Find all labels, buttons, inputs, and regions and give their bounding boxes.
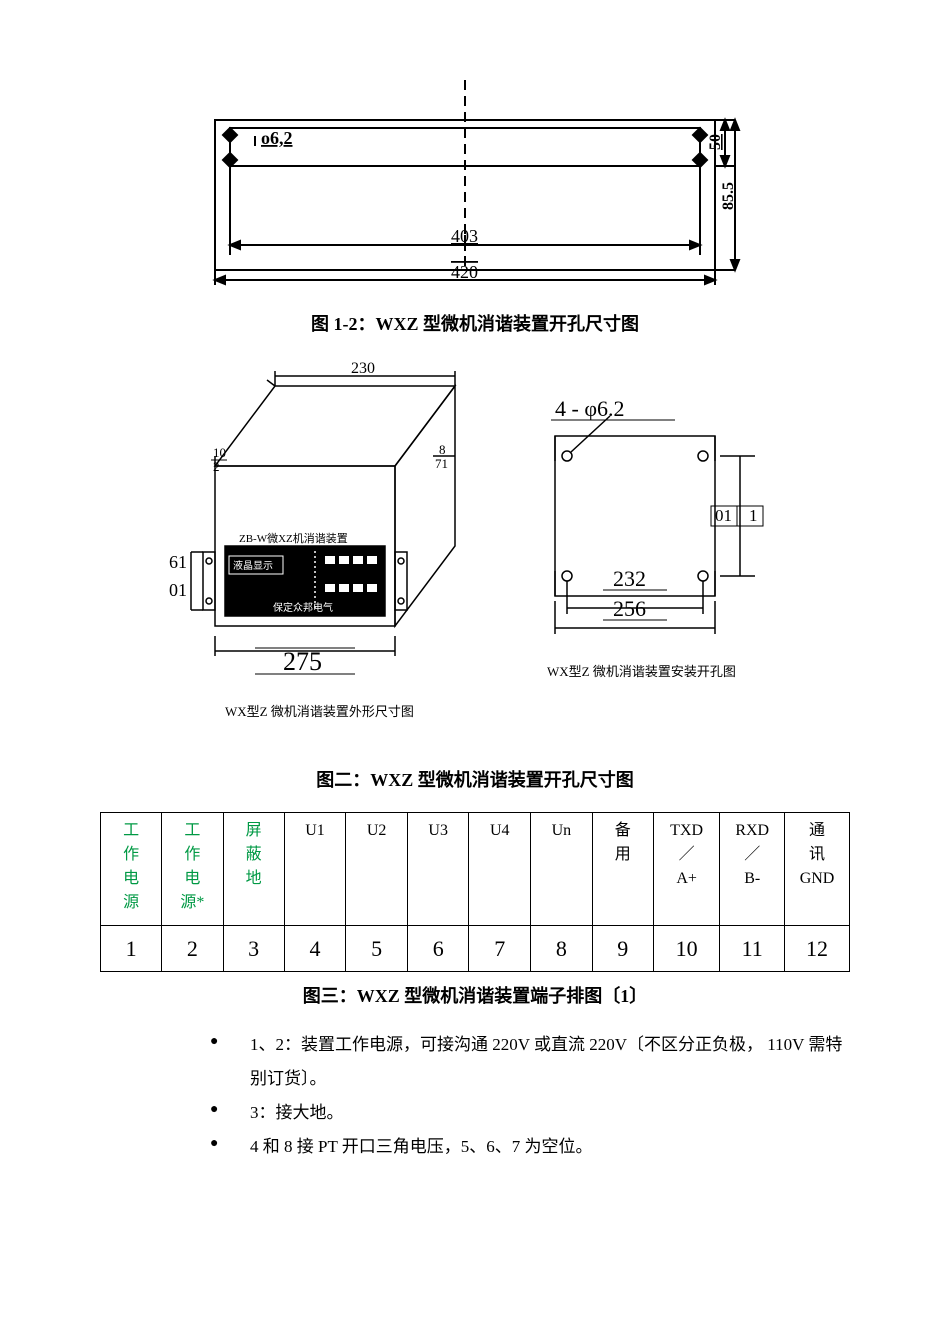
bullet-item: ●4 和 8 接 PT 开口三角电压，5、6、7 为空位。 <box>210 1130 850 1164</box>
terminal-label: 屏蔽地 <box>223 813 284 926</box>
terminal-table: 工作电源工作电源*屏蔽地U1U2U3U4Un备用TXD／A+RXD／B-通讯GN… <box>100 812 850 972</box>
fig2-ratio-num: 10 <box>213 445 226 460</box>
bullet-text: 3：接大地。 <box>250 1096 850 1130</box>
fig2-right-caption: WX型Z 微机消谐装置安装开孔图 <box>547 664 736 679</box>
terminal-num: 11 <box>720 926 785 972</box>
terminal-label: TXD／A+ <box>653 813 719 926</box>
bullet-icon: ● <box>210 1028 250 1056</box>
fig2-panel-lcd: 液晶显示 <box>233 559 273 572</box>
fig2-h-top: 61 <box>169 552 187 572</box>
fig2-mid-num: 8 <box>439 442 446 457</box>
bullet-icon: ● <box>210 1096 250 1124</box>
fig2-right-h2: 1 <box>749 506 758 525</box>
fig2-panel-brand: 保定众邦电气 <box>273 601 333 614</box>
bullet-list: ●1、2：装置工作电源，可接沟通 220V 或直流 220V〔不区分正负极， 1… <box>210 1028 850 1164</box>
figure-1-caption: 图 1-2：WXZ 型微机消谐装置开孔尺寸图 <box>100 310 850 336</box>
terminal-num: 1 <box>101 926 162 972</box>
fig1-inner-w: 403 <box>451 226 478 246</box>
bullet-item: ●3：接大地。 <box>210 1096 850 1130</box>
terminal-label: 工作电源* <box>162 813 223 926</box>
bullet-item: ●1、2：装置工作电源，可接沟通 220V 或直流 220V〔不区分正负极， 1… <box>210 1028 850 1096</box>
terminal-label: Un <box>531 813 593 926</box>
terminal-label: 通讯GND <box>785 813 850 926</box>
terminal-num: 9 <box>592 926 653 972</box>
fig2-mid-den: 71 <box>435 456 448 471</box>
terminal-num: 7 <box>469 926 531 972</box>
fig2-inner-w: 232 <box>613 566 646 591</box>
bullet-icon: ● <box>210 1130 250 1158</box>
fig1-hole-label: o6,2 <box>261 128 293 148</box>
fig1-gap: 50 <box>707 134 724 150</box>
fig1-outer-w: 420 <box>451 262 478 282</box>
fig2-outer-w: 256 <box>613 596 646 621</box>
figure-2-svg: 230 10 2 8 71 ZB-W微XZ机消谐装置 液晶显示 保定众邦电气 6… <box>155 356 795 756</box>
terminal-num: 3 <box>223 926 284 972</box>
fig2-left-caption: WX型Z 微机消谐装置外形尺寸图 <box>225 704 414 719</box>
figure-2-caption: 图二：WXZ 型微机消谐装置开孔尺寸图 <box>100 766 850 792</box>
terminal-num: 12 <box>785 926 850 972</box>
terminal-label: 备用 <box>592 813 653 926</box>
terminal-num: 4 <box>284 926 346 972</box>
fig1-outer-h: 85.5 <box>720 182 737 210</box>
fig2-w-275: 275 <box>283 647 322 676</box>
bullet-text: 1、2：装置工作电源，可接沟通 220V 或直流 220V〔不区分正负极， 11… <box>250 1028 850 1096</box>
fig2-top-230: 230 <box>351 360 375 377</box>
figure-1-svg: o6,2 403 420 50 85.5 <box>195 80 755 300</box>
terminal-label: U3 <box>407 813 469 926</box>
terminal-label: U1 <box>284 813 346 926</box>
terminal-label: U4 <box>469 813 531 926</box>
fig2-panel-title: ZB-W微XZ机消谐装置 <box>239 531 348 545</box>
terminal-num: 6 <box>407 926 469 972</box>
fig2-right-h1: 01 <box>715 506 732 525</box>
terminal-num: 2 <box>162 926 223 972</box>
terminal-label: RXD／B- <box>720 813 785 926</box>
bullet-text: 4 和 8 接 PT 开口三角电压，5、6、7 为空位。 <box>250 1130 850 1164</box>
terminal-label: 工作电源 <box>101 813 162 926</box>
terminal-num: 10 <box>653 926 719 972</box>
terminal-num: 8 <box>531 926 593 972</box>
terminal-label: U2 <box>346 813 408 926</box>
terminal-num: 5 <box>346 926 408 972</box>
figure-3-caption: 图三：WXZ 型微机消谐装置端子排图〔1〕 <box>100 982 850 1008</box>
fig2-ratio-den: 2 <box>213 459 220 474</box>
fig2-h-bot: 01 <box>169 580 187 600</box>
fig2-holes: 4 - φ6.2 <box>555 396 625 421</box>
